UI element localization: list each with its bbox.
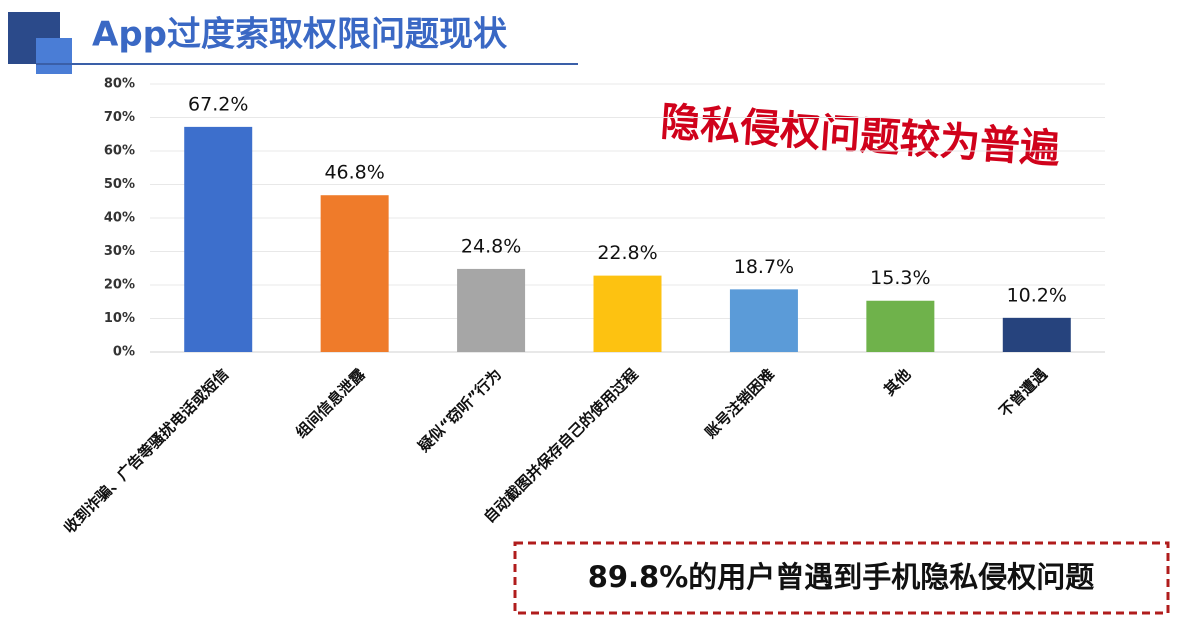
x-tick-label: 收到诈骗、广告等骚扰电话或短信 [60, 365, 232, 537]
y-tick-label: 50% [104, 177, 135, 192]
bar [320, 195, 389, 352]
value-label: 10.2% [1007, 284, 1067, 306]
bar [457, 268, 526, 352]
y-tick-label: 40% [104, 211, 135, 226]
bar [866, 300, 935, 352]
x-tick-label: 组间信息泄露 [292, 365, 369, 442]
value-label: 15.3% [870, 267, 930, 289]
value-label: 24.8% [461, 235, 521, 257]
x-tick-label: 账号注销困难 [702, 365, 778, 441]
y-tick-label: 20% [104, 278, 135, 293]
annotation: 隐私侵权问题较为普遍 [659, 99, 1061, 173]
value-label: 18.7% [734, 256, 794, 278]
bar [729, 289, 798, 352]
x-tick-label: 其他 [880, 365, 914, 399]
callout: 89.8%的用户曾遇到手机隐私侵权问题 [588, 560, 1095, 594]
title-decoration [36, 38, 72, 74]
y-tick-label: 30% [104, 244, 135, 259]
bar [1002, 317, 1071, 352]
x-tick-label: 疑似“窃听”行为 [415, 365, 505, 455]
value-label: 46.8% [324, 162, 384, 184]
y-tick-label: 60% [104, 144, 135, 159]
y-tick-label: 10% [104, 311, 135, 326]
bar [593, 275, 662, 352]
y-tick-label: 80% [104, 77, 135, 92]
bar [184, 126, 253, 352]
x-tick-label: 自动截图并保存自己的使用过程 [480, 365, 641, 526]
value-label: 22.8% [597, 242, 657, 264]
y-tick-label: 70% [104, 110, 135, 125]
value-label: 67.2% [188, 93, 248, 115]
chart-title: App过度索取权限问题现状 [92, 15, 508, 55]
callout-box [513, 541, 1170, 615]
x-tick-label: 不曾遭遇 [996, 365, 1051, 420]
y-tick-label: 0% [113, 345, 135, 360]
